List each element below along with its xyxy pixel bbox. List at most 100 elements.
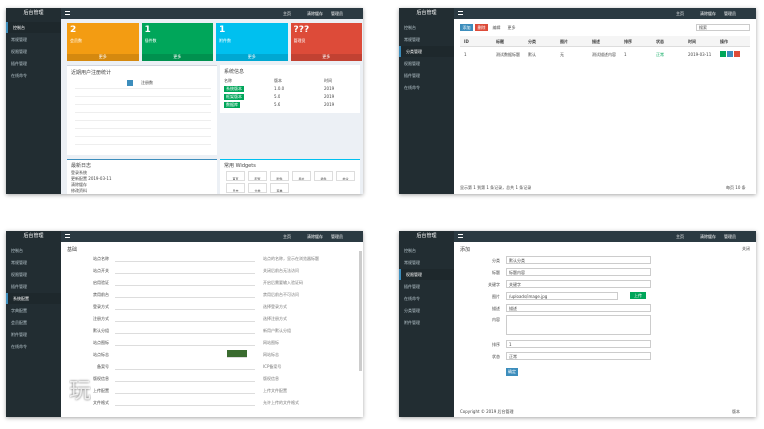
topbar-link[interactable]: 主页 bbox=[283, 234, 291, 239]
field-input[interactable] bbox=[115, 386, 255, 394]
field-input[interactable] bbox=[115, 398, 255, 406]
menu-item[interactable]: 权限管理 bbox=[11, 49, 27, 54]
dialog-close[interactable]: 关闭 bbox=[742, 246, 750, 251]
topbar-link[interactable]: 主页 bbox=[676, 11, 684, 16]
widget-button[interactable]: 用户 bbox=[292, 171, 311, 181]
toolbar-button[interactable]: 编辑 bbox=[490, 24, 503, 31]
widget-button[interactable]: 命令 bbox=[336, 171, 355, 181]
menu-item[interactable]: 控制台 bbox=[404, 25, 416, 30]
field-input[interactable] bbox=[115, 362, 255, 370]
menu-item[interactable]: 插件管理 bbox=[404, 284, 420, 289]
menu-item[interactable]: 插件管理 bbox=[11, 284, 27, 289]
widget-button[interactable]: 插件 bbox=[314, 171, 333, 181]
field-input[interactable]: 默认分类 bbox=[506, 256, 651, 264]
toolbar-button[interactable]: 更多 bbox=[505, 24, 518, 31]
menu-item[interactable]: 插件管理 bbox=[404, 73, 420, 78]
field-input[interactable] bbox=[115, 338, 255, 346]
column-header: 分类 bbox=[528, 39, 536, 44]
toolbar-button[interactable]: 添加 bbox=[460, 24, 473, 31]
menu-item[interactable]: 权限管理 bbox=[404, 61, 420, 66]
field-input[interactable]: 1 bbox=[506, 340, 651, 348]
topbar-link[interactable]: 主页 bbox=[283, 11, 291, 16]
menu-toggle[interactable] bbox=[65, 234, 70, 238]
topbar-link[interactable]: 清除缓存 bbox=[700, 11, 716, 16]
field-input[interactable]: /uploads/image.jpg bbox=[506, 292, 618, 300]
menu-toggle[interactable] bbox=[65, 11, 70, 15]
footer: Copyright © 2019 后台管理 bbox=[460, 409, 514, 414]
widget-button[interactable]: 分类 bbox=[248, 183, 267, 193]
column-header: 图片 bbox=[560, 39, 568, 44]
table-cell: 默认 bbox=[528, 52, 536, 57]
menu-item[interactable]: 在线命令 bbox=[404, 296, 420, 301]
menu-item[interactable]: 常规管理 bbox=[404, 260, 420, 265]
menu-item[interactable]: 在线命令 bbox=[404, 85, 420, 90]
field-input[interactable] bbox=[506, 315, 651, 335]
field-input[interactable] bbox=[115, 326, 255, 334]
menu-item[interactable]: 插件管理 bbox=[11, 61, 27, 66]
toolbar-button[interactable]: 删除 bbox=[475, 24, 488, 31]
menu-toggle[interactable] bbox=[458, 234, 463, 238]
menu-item[interactable]: 在线命令 bbox=[11, 344, 27, 349]
info-cell: 2019 bbox=[324, 86, 335, 91]
widget-button[interactable]: 日志 bbox=[226, 183, 245, 193]
menu-item[interactable]: 常规管理 bbox=[11, 260, 27, 265]
field-input[interactable] bbox=[115, 314, 255, 322]
field-input[interactable]: 描述 bbox=[506, 304, 651, 312]
menu-item[interactable]: 权限管理 bbox=[399, 269, 454, 280]
stat-more[interactable]: 更多 bbox=[67, 54, 139, 61]
field-input[interactable]: 正常 bbox=[506, 352, 651, 360]
menu-item[interactable]: 附件管理 bbox=[11, 332, 27, 337]
menu-item[interactable]: 常规管理 bbox=[404, 37, 420, 42]
menu-item[interactable]: 控制台 bbox=[6, 22, 61, 33]
field-input[interactable]: 关键字 bbox=[506, 280, 651, 288]
field-input[interactable] bbox=[115, 302, 255, 310]
widget-button[interactable]: 首页 bbox=[226, 171, 245, 181]
topbar-link[interactable]: 管理员 bbox=[331, 11, 343, 16]
menu-item[interactable]: 控制台 bbox=[404, 248, 416, 253]
upload-button[interactable]: 上传 bbox=[630, 292, 646, 299]
pager[interactable]: 每页 10 条 bbox=[726, 185, 746, 190]
field-input[interactable]: 标题内容 bbox=[506, 268, 651, 276]
topbar-link[interactable]: 主页 bbox=[676, 234, 684, 239]
row-action[interactable] bbox=[720, 51, 726, 57]
menu-toggle[interactable] bbox=[458, 11, 463, 15]
field-input[interactable] bbox=[115, 290, 255, 298]
widget-button[interactable]: 附件 bbox=[270, 171, 289, 181]
field-input[interactable] bbox=[227, 350, 247, 358]
row-action[interactable] bbox=[727, 51, 733, 57]
widget-button[interactable]: 配置 bbox=[248, 171, 267, 181]
menu-item[interactable]: 常规管理 bbox=[11, 37, 27, 42]
topbar bbox=[6, 231, 363, 242]
logo: 后台管理 bbox=[399, 8, 454, 19]
menu-item[interactable]: 分类管理 bbox=[404, 308, 420, 313]
topbar-link[interactable]: 清除缓存 bbox=[307, 11, 323, 16]
chart-grid-line bbox=[75, 120, 211, 121]
menu-item[interactable]: 字典配置 bbox=[11, 308, 27, 313]
topbar-link[interactable]: 管理员 bbox=[331, 234, 343, 239]
info-cell: 5.0 bbox=[274, 94, 281, 99]
widget-button[interactable]: 菜单 bbox=[270, 183, 289, 193]
topbar-link[interactable]: 管理员 bbox=[724, 234, 736, 239]
menu-item[interactable]: 权限管理 bbox=[11, 272, 27, 277]
menu-item[interactable]: 附件管理 bbox=[404, 320, 420, 325]
tab[interactable]: 基础 bbox=[67, 247, 78, 253]
row-action[interactable] bbox=[734, 51, 740, 57]
field-input[interactable] bbox=[115, 374, 255, 382]
menu-item[interactable]: 控制台 bbox=[11, 248, 23, 253]
field-input[interactable] bbox=[115, 254, 255, 262]
menu-item[interactable]: 系统配置 bbox=[6, 293, 61, 304]
menu-item[interactable]: 分类管理 bbox=[399, 46, 454, 57]
submit-button[interactable]: 确定 bbox=[506, 368, 518, 376]
topbar-link[interactable]: 管理员 bbox=[724, 11, 736, 16]
field-input[interactable] bbox=[115, 266, 255, 274]
menu-item[interactable]: 会员配置 bbox=[11, 320, 27, 325]
stat-more[interactable]: 更多 bbox=[216, 54, 288, 61]
topbar-link[interactable]: 清除缓存 bbox=[307, 234, 323, 239]
menu-item[interactable]: 在线命令 bbox=[11, 73, 27, 78]
field-input[interactable] bbox=[115, 278, 255, 286]
stat-more[interactable]: 更多 bbox=[290, 54, 362, 61]
topbar-link[interactable]: 清除缓存 bbox=[700, 234, 716, 239]
stat-more[interactable]: 更多 bbox=[141, 54, 213, 61]
search-input[interactable]: 搜索 bbox=[696, 24, 750, 31]
field-label: 禁用前台 bbox=[93, 292, 109, 297]
